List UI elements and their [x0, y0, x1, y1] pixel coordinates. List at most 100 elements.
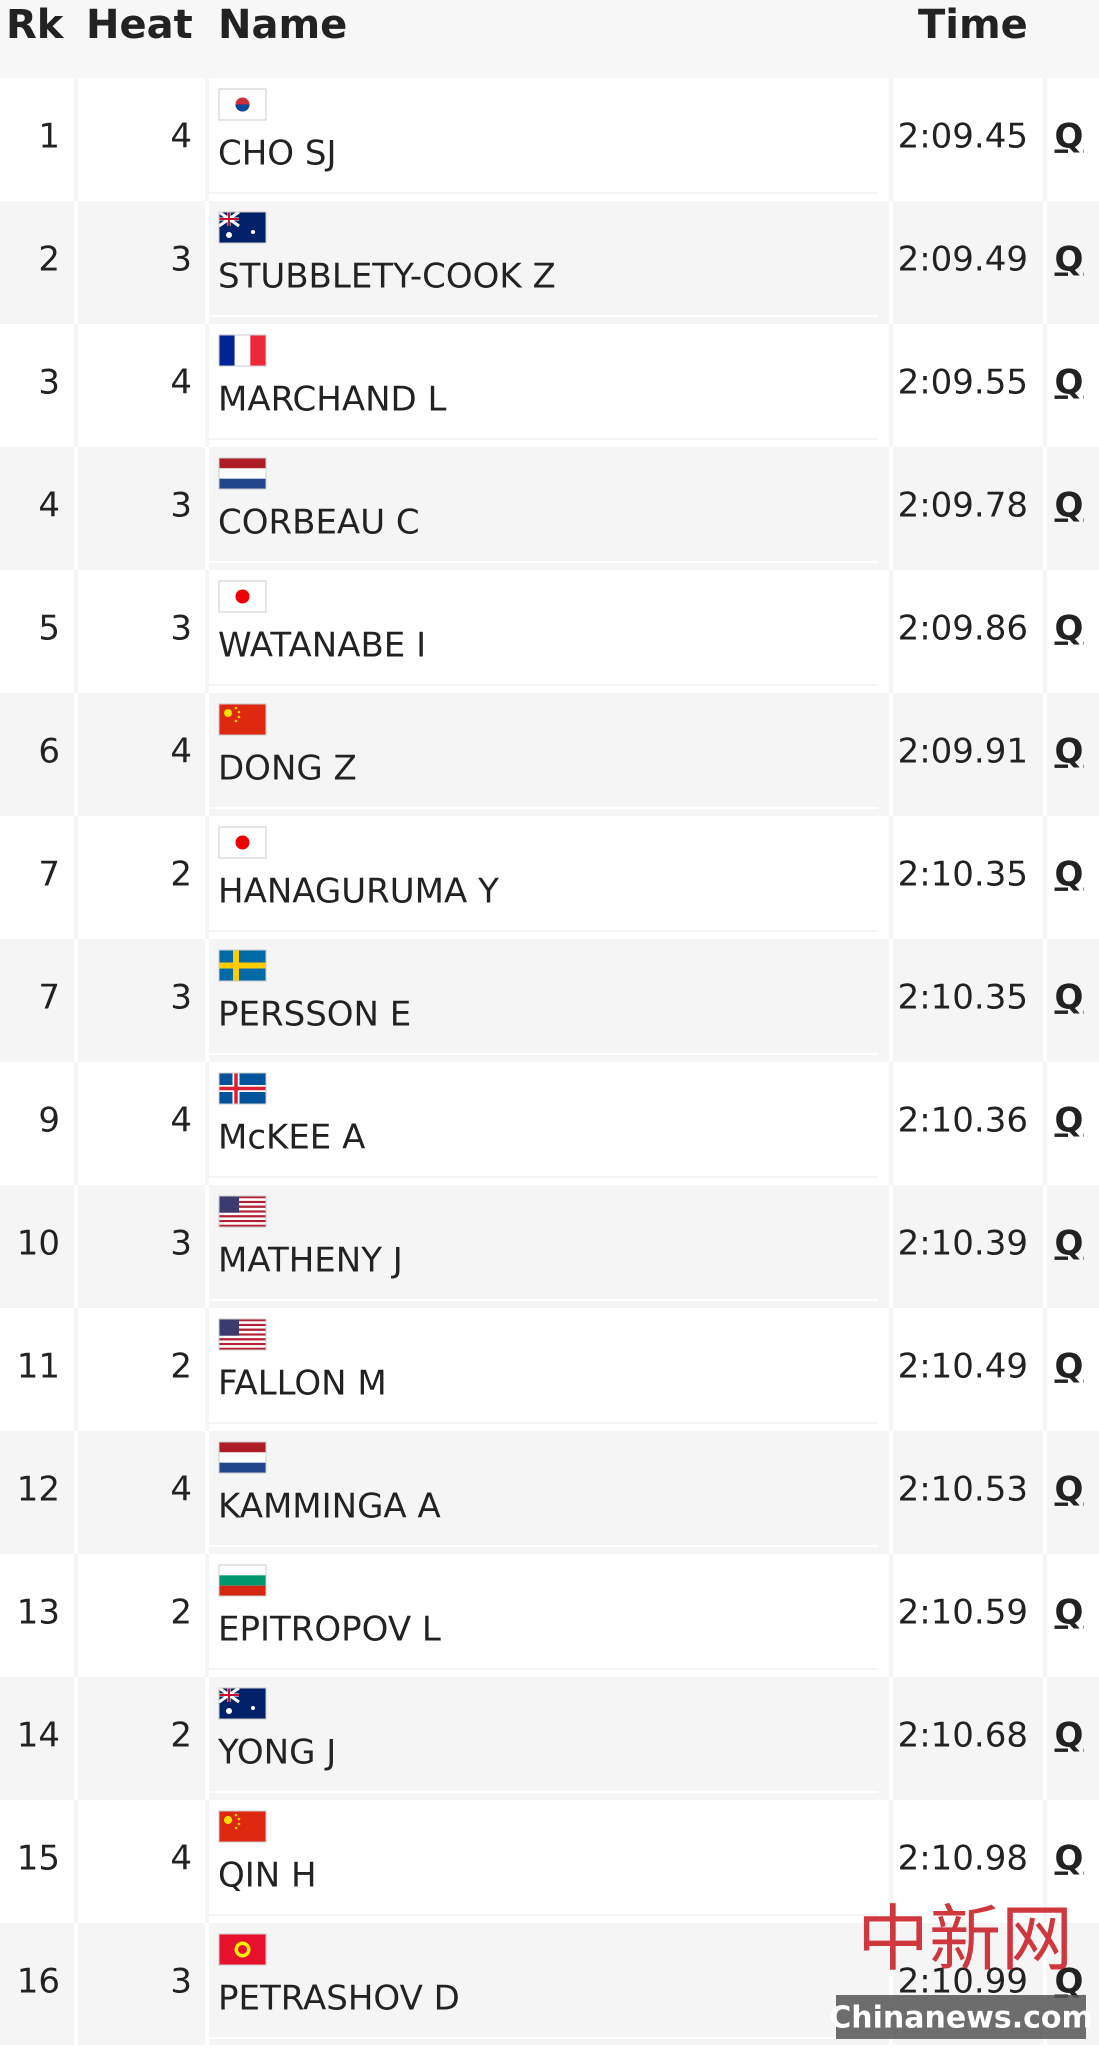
col-sep: [74, 693, 78, 816]
rank: 9: [38, 1101, 60, 1141]
flag-part: [219, 1212, 266, 1216]
col-sep: [889, 78, 893, 201]
time: 2:09.78: [898, 486, 1028, 526]
qualifier: Q: [1055, 732, 1084, 772]
flag-border: [218, 1318, 267, 1351]
col-sep: [205, 1308, 209, 1431]
col-sep: [889, 1677, 893, 1800]
col-sep: [74, 1185, 78, 1308]
qualifier: Q: [1055, 609, 1084, 649]
col-sep: [205, 1185, 209, 1308]
flag-part: [235, 589, 250, 604]
watermark-site: Chinanews.com: [829, 2001, 1093, 2036]
heat: 3: [170, 609, 192, 649]
athlete-name: DONG Z: [218, 749, 357, 789]
col-sep: [205, 1431, 209, 1554]
athlete-name: YONG J: [217, 1733, 336, 1773]
flag-part: [219, 335, 235, 366]
athlete-name: HANAGURUMA Y: [218, 872, 499, 912]
athlete-name: WATANABE I: [218, 626, 426, 666]
flag-part: [238, 1945, 247, 1954]
col-sep: [74, 1062, 78, 1185]
flag-border: [218, 88, 267, 121]
flag-part: [250, 335, 266, 366]
col-sep: [1043, 1431, 1047, 1554]
flag-part: [219, 1328, 266, 1331]
rank: 2: [38, 240, 60, 280]
qualifier: Q: [1055, 1839, 1084, 1879]
flag-part: [219, 1342, 266, 1346]
col-sep: [205, 447, 209, 570]
qualifier: Q: [1055, 1716, 1084, 1756]
heat: 4: [170, 363, 192, 403]
flag-part: [219, 1222, 266, 1225]
qualifier: Q: [1055, 978, 1084, 1018]
row-bg: [0, 693, 1099, 816]
time: 2:09.91: [898, 732, 1028, 772]
flag: [218, 334, 267, 367]
athlete-name: MARCHAND L: [218, 380, 447, 420]
flag-part: [237, 710, 241, 714]
col-sep: [205, 693, 209, 816]
heat: 4: [170, 1839, 192, 1879]
athlete-name: McKEE A: [218, 1118, 365, 1158]
col-sep: [889, 816, 893, 939]
heat: 3: [170, 240, 192, 280]
rank: 16: [17, 1962, 60, 2002]
flag: [218, 1933, 267, 1966]
heat: 3: [170, 978, 192, 1018]
flag-part: [219, 1196, 266, 1199]
flag-part: [219, 1326, 266, 1329]
flag-part: [219, 1811, 266, 1842]
col-sep: [74, 939, 78, 1062]
col-sep: [1043, 816, 1047, 939]
flag-border: [218, 1195, 267, 1228]
row-bg: [0, 1800, 1099, 1923]
flag-part: [219, 1203, 266, 1206]
heat: 2: [170, 1593, 192, 1633]
col-sep: [205, 939, 209, 1062]
athlete-name: PETRASHOV D: [218, 1979, 460, 2019]
row-bg: [0, 1185, 1099, 1308]
row-bg: [0, 1308, 1099, 1431]
time: 2:10.68: [898, 1716, 1028, 1756]
flag-part: [224, 709, 232, 717]
time: 2:10.98: [898, 1839, 1028, 1879]
flag-part: [219, 1340, 266, 1343]
flag-part: [219, 1335, 266, 1339]
rank: 7: [38, 978, 60, 1018]
time: 2:09.55: [898, 363, 1028, 403]
rank: 3: [38, 363, 60, 403]
rank: 7: [38, 855, 60, 895]
header-name: Name: [218, 2, 347, 48]
rank: 10: [17, 1224, 60, 1264]
flag-part: [234, 1813, 238, 1817]
flag-part: [219, 1323, 266, 1327]
time: 2:10.49: [898, 1347, 1028, 1387]
flag-part: [234, 1826, 238, 1830]
qualifier: Q: [1055, 363, 1084, 403]
flag: [218, 1441, 267, 1474]
rank: 4: [38, 486, 60, 526]
flag-part: [226, 232, 232, 238]
flag-part: [235, 835, 250, 850]
qualifier: Q: [1055, 1224, 1084, 1264]
col-sep: [889, 1431, 893, 1554]
flag-part: [219, 1345, 266, 1348]
flag-part: [219, 1452, 266, 1463]
flag-part: [219, 1330, 266, 1334]
row-bg: [0, 570, 1099, 693]
col-sep: [1043, 570, 1047, 693]
col-sep: [205, 324, 209, 447]
col-sep: [74, 1554, 78, 1677]
flag: [218, 1686, 267, 1720]
flag-part: [226, 1708, 232, 1714]
time: 2:09.45: [898, 117, 1028, 157]
athlete-name: EPITROPOV L: [218, 1610, 441, 1650]
heat: 2: [170, 1347, 192, 1387]
col-sep: [889, 201, 893, 324]
row-bg: [0, 1677, 1099, 1800]
flag-part: [235, 104, 250, 112]
time: 2:10.35: [898, 855, 1028, 895]
qualifier: Q: [1055, 1593, 1084, 1633]
